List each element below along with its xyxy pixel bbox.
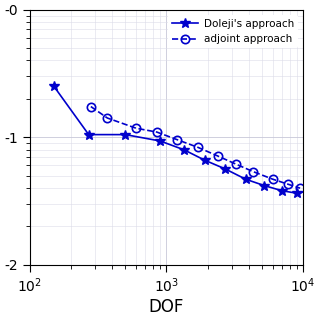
Doleji's approach: [295, 191, 299, 195]
adjoint approach: [106, 116, 109, 120]
adjoint approach: [155, 130, 159, 134]
adjoint approach: [89, 105, 93, 108]
Doleji's approach: [223, 167, 227, 171]
adjoint approach: [217, 154, 220, 158]
Doleji's approach: [203, 158, 206, 162]
X-axis label: DOF: DOF: [149, 298, 184, 316]
adjoint approach: [196, 145, 200, 149]
Legend: Doleji's approach, adjoint approach: Doleji's approach, adjoint approach: [168, 15, 298, 48]
Line: Doleji's approach: Doleji's approach: [49, 81, 302, 198]
Doleji's approach: [52, 84, 56, 88]
Doleji's approach: [87, 133, 91, 137]
adjoint approach: [175, 138, 179, 142]
Line: adjoint approach: adjoint approach: [87, 102, 304, 192]
adjoint approach: [234, 162, 237, 166]
adjoint approach: [134, 126, 138, 130]
adjoint approach: [271, 177, 275, 181]
Doleji's approach: [124, 133, 127, 137]
Doleji's approach: [158, 139, 162, 143]
Doleji's approach: [244, 177, 248, 181]
Doleji's approach: [262, 184, 266, 188]
Doleji's approach: [182, 148, 186, 152]
adjoint approach: [298, 186, 302, 190]
adjoint approach: [251, 170, 255, 173]
Doleji's approach: [280, 189, 284, 193]
adjoint approach: [286, 182, 290, 186]
